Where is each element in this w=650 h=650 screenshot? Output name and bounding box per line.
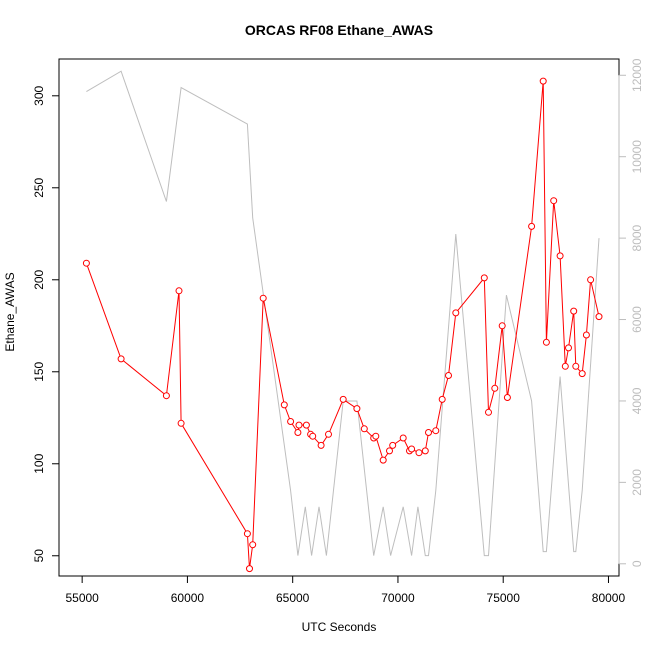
y2-tick-label: 0: [630, 560, 644, 567]
data-point: [294, 429, 302, 436]
series-line-left: [85, 81, 600, 569]
data-point: [243, 530, 251, 538]
data-point: [438, 395, 446, 403]
x-axis: 55000 60000 65000 70000 75000 80000: [65, 575, 626, 605]
data-point: [175, 287, 183, 295]
data-point: [399, 434, 407, 442]
y-tick-label: 150: [32, 361, 46, 381]
data-point: [317, 441, 325, 449]
data-point: [445, 372, 452, 379]
plot-frame: [58, 58, 620, 577]
data-point: [389, 441, 397, 449]
data-point: [485, 408, 492, 416]
data-point: [578, 370, 586, 378]
y2-tick-label: 4000: [630, 387, 644, 414]
data-point: [325, 430, 332, 438]
data-point: [561, 362, 569, 370]
y-axis-left: 50 100 150 200 250 300: [32, 85, 60, 563]
x-tick-label: 70000: [381, 591, 415, 605]
data-point: [249, 541, 257, 549]
data-point: [339, 395, 347, 403]
data-point: [582, 331, 590, 339]
series-line-right: [86, 70, 600, 557]
y2-tick-label: 8000: [630, 224, 644, 251]
data-point: [360, 425, 368, 433]
data-point: [295, 421, 303, 429]
data-point: [372, 432, 380, 440]
y-tick-label: 50: [32, 549, 46, 563]
data-point: [432, 427, 440, 435]
data-point: [415, 449, 423, 457]
data-point: [570, 307, 578, 315]
x-tick-label: 75000: [487, 591, 521, 605]
data-point: [491, 384, 499, 392]
y-tick-label: 100: [32, 453, 46, 473]
data-point: [480, 274, 488, 282]
y-axis-right: 0 2000 4000 6000 8000 10000 12000: [618, 58, 644, 567]
data-point: [550, 197, 558, 205]
y-tick-label: 200: [32, 269, 46, 289]
y-tick-label: 250: [32, 177, 46, 197]
series-right-axis: [86, 70, 600, 557]
data-point: [425, 429, 432, 436]
data-point: [452, 309, 460, 317]
data-point: [595, 313, 603, 321]
x-tick-label: 65000: [276, 591, 310, 605]
data-point: [542, 338, 550, 346]
y-axis-label: Ethane_AWAS: [3, 272, 17, 351]
plot-box: [58, 58, 620, 577]
data-point: [565, 344, 572, 352]
data-point: [302, 421, 310, 429]
x-axis-label: UTC Seconds: [302, 620, 377, 634]
data-point: [177, 419, 185, 427]
data-point: [287, 418, 295, 425]
data-point: [421, 447, 429, 455]
x-tick-label: 80000: [592, 591, 626, 605]
data-point: [528, 222, 536, 230]
y-tick-label: 300: [32, 85, 46, 105]
data-point: [556, 252, 564, 260]
data-point: [503, 394, 511, 401]
chart-title: ORCAS RF08 Ethane_AWAS: [245, 22, 433, 38]
y2-tick-label: 2000: [630, 469, 644, 496]
data-point: [408, 445, 416, 453]
y2-tick-label: 12000: [630, 58, 644, 92]
data-point: [587, 276, 595, 284]
data-point: [539, 77, 547, 85]
data-point: [386, 447, 393, 455]
y2-tick-label: 10000: [630, 140, 644, 174]
data-point: [117, 355, 125, 363]
x-tick-label: 55000: [65, 591, 99, 605]
data-point: [572, 362, 580, 370]
data-point: [379, 456, 387, 464]
x-tick-label: 60000: [171, 591, 205, 605]
data-point: [309, 432, 317, 440]
data-point: [259, 294, 267, 302]
data-point: [162, 392, 170, 400]
data-point: [353, 405, 361, 413]
series-left-axis: [82, 77, 603, 573]
y2-tick-label: 6000: [630, 306, 644, 333]
data-point: [280, 401, 288, 409]
data-point: [498, 322, 506, 330]
data-point: [246, 565, 253, 573]
data-point: [82, 259, 90, 267]
